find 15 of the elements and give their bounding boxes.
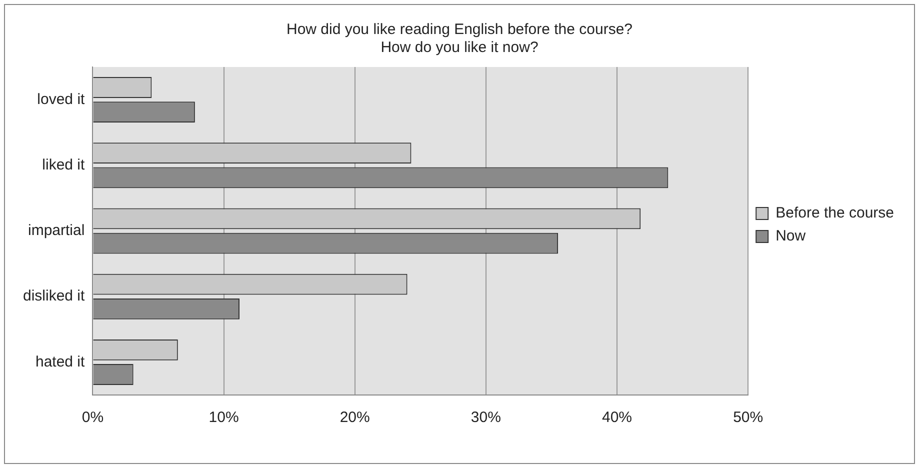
y-tick-label: hated it	[35, 353, 86, 370]
x-tick-label: 10%	[208, 409, 239, 426]
text: How did you like reading English before the course?	[286, 21, 633, 38]
x-tick-label: 40%	[602, 409, 632, 426]
x-tick-label: 30%	[470, 409, 501, 426]
legend-label: Before the course	[776, 204, 894, 222]
y-tick-label: liked it	[42, 156, 86, 174]
y-tick-label: loved it	[37, 90, 86, 108]
x-tick-label: 50%	[733, 409, 764, 426]
x-tick-label: 20%	[340, 409, 370, 426]
text: How do you like it now?	[380, 39, 538, 56]
y-tick-label: disliked it	[22, 288, 86, 305]
y-tick-label: impartial	[28, 222, 85, 240]
x-tick-label: 0%	[82, 409, 104, 426]
legend-label: Now	[776, 228, 806, 245]
